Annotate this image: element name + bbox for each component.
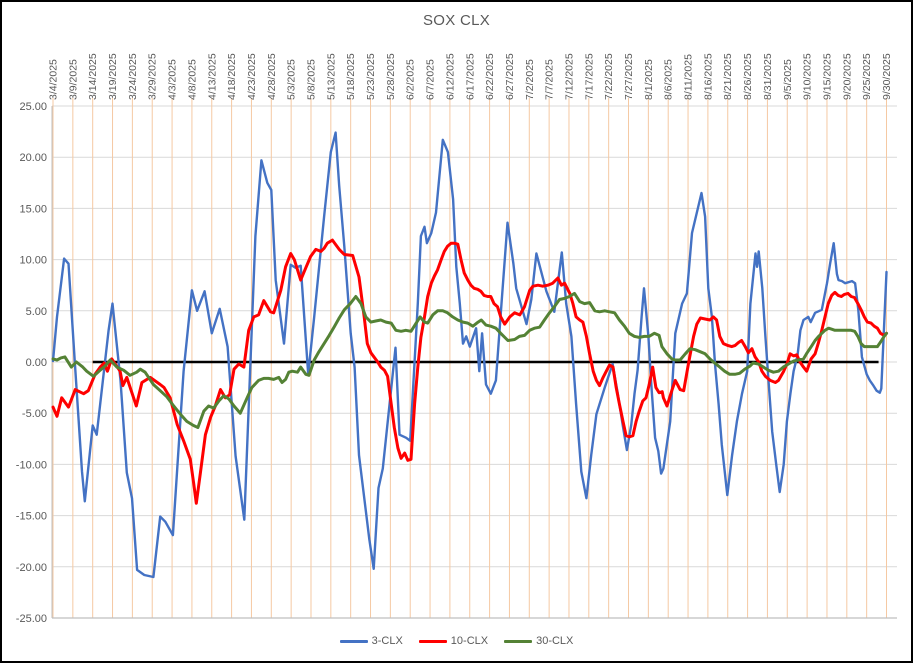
x-tick-label: 9/20/2025	[841, 53, 853, 100]
x-tick-label: 4/23/2025	[246, 53, 258, 100]
x-tick-label: 4/28/2025	[266, 53, 278, 100]
x-tick-label: 4/13/2025	[206, 53, 218, 100]
y-tick-label: -15.00	[16, 511, 47, 523]
x-tick-label: 7/17/2025	[583, 53, 595, 100]
x-tick-label: 8/26/2025	[742, 53, 754, 100]
x-tick-label: 9/10/2025	[802, 53, 814, 100]
x-tick-label: 5/13/2025	[325, 53, 337, 100]
x-tick-label: 4/3/2025	[167, 59, 179, 100]
x-tick-label: 6/17/2025	[464, 53, 476, 100]
x-tick-label: 7/12/2025	[563, 53, 575, 100]
chart-title: SOX CLX	[422, 12, 491, 29]
x-tick-label: 6/12/2025	[444, 53, 456, 100]
y-tick-label: 10.00	[19, 255, 47, 267]
x-tick-label: 8/11/2025	[683, 54, 695, 100]
legend-item-3-clx: 3-CLX	[339, 635, 403, 647]
x-tick-label: 4/8/2025	[186, 59, 198, 100]
x-tick-label: 9/5/2025	[782, 59, 794, 100]
x-tick-label: 5/23/2025	[365, 53, 377, 100]
legend-label-10-clx: 10-CLX	[450, 635, 489, 647]
y-tick-label: 0.00	[26, 357, 47, 369]
x-tick-label: 8/31/2025	[762, 53, 774, 100]
x-tick-label: 6/27/2025	[504, 53, 516, 100]
x-tick-label: 3/19/2025	[107, 53, 119, 100]
x-tick-label: 3/29/2025	[147, 53, 159, 100]
legend-swatch-10-clx	[418, 639, 447, 643]
y-tick-label: 15.00	[19, 203, 47, 215]
x-tick-label: 3/24/2025	[127, 53, 139, 100]
x-tick-label: 9/25/2025	[861, 53, 873, 100]
legend-swatch-3-clx	[339, 639, 368, 643]
x-tick-label: 7/2/2025	[524, 59, 536, 100]
legend-item-10-clx: 10-CLX	[418, 635, 489, 647]
x-tick-label: 7/7/2025	[544, 59, 556, 100]
x-tick-label: 4/18/2025	[226, 53, 238, 100]
x-tick-label: 6/7/2025	[425, 59, 437, 100]
x-tick-label: 3/9/2025	[67, 59, 79, 100]
series-line-30-CLX	[51, 291, 888, 429]
y-tick-label: -10.00	[16, 459, 47, 471]
legend-swatch-30-clx	[504, 639, 533, 643]
x-tick-label: 7/22/2025	[603, 53, 615, 100]
legend-item-30-clx: 30-CLX	[504, 635, 573, 647]
legend-label-3-clx: 3-CLX	[371, 635, 403, 647]
x-tick-label: 5/8/2025	[305, 59, 317, 100]
x-tick-label: 6/2/2025	[405, 59, 417, 100]
y-tick-label: 20.00	[19, 152, 47, 164]
x-tick-label: 5/3/2025	[286, 59, 298, 100]
chart-legend: 3-CLX 10-CLX 30-CLX	[2, 635, 911, 647]
x-tick-label: 5/28/2025	[385, 53, 397, 100]
x-tick-label: 9/15/2025	[821, 53, 833, 100]
y-tick-label: -25.00	[16, 613, 47, 625]
x-tick-label: 3/14/2025	[87, 53, 99, 100]
x-tick-label: 8/16/2025	[702, 53, 714, 100]
x-tick-label: 7/27/2025	[623, 53, 635, 100]
series-line-3-CLX	[51, 131, 888, 579]
x-tick-label: 8/21/2025	[722, 53, 734, 100]
y-tick-label: 25.00	[19, 101, 47, 113]
y-tick-label: -20.00	[16, 562, 47, 574]
x-tick-label: 3/4/2025	[48, 59, 60, 100]
x-tick-label: 5/18/2025	[345, 53, 357, 100]
y-tick-label: 5.00	[26, 306, 47, 318]
legend-label-30-clx: 30-CLX	[536, 635, 574, 647]
x-tick-label: 8/1/2025	[643, 59, 655, 100]
x-tick-label: 8/6/2025	[663, 59, 675, 100]
y-tick-label: -5.00	[22, 408, 47, 420]
x-tick-label: 9/30/2025	[881, 53, 893, 100]
x-tick-label: 6/22/2025	[484, 53, 496, 100]
series-line-10-CLX	[51, 238, 888, 505]
